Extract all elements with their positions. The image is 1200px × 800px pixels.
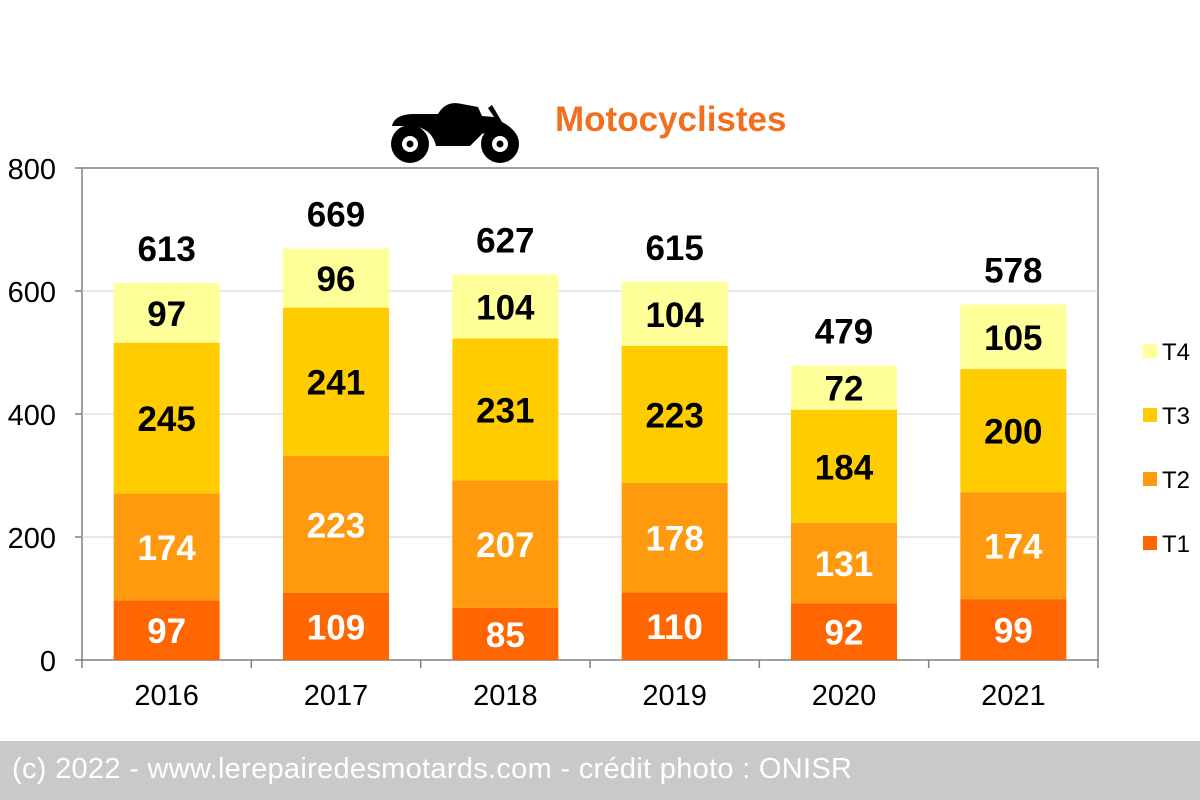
data-label: 231 [476,391,534,430]
y-tick-label: 800 [8,154,56,186]
bar-segment-t3 [283,307,389,456]
data-label: 207 [476,526,534,565]
bar-segment-t2 [960,492,1067,600]
x-tick-label: 2017 [304,680,369,712]
total-label: 627 [476,221,534,260]
data-label: 200 [984,413,1042,452]
x-tick-label: 2018 [473,680,538,712]
bar-segment-t1 [283,592,389,660]
bar-segment-t3 [621,345,728,483]
bar-segment-t2 [621,482,728,593]
bar-segment-t2 [791,522,897,604]
data-label: 223 [307,506,365,545]
data-label: 85 [486,616,525,655]
data-label: 174 [137,529,196,568]
data-label: 105 [984,319,1042,358]
data-label: 97 [147,612,186,651]
total-label: 479 [815,312,873,351]
total-label: 615 [645,229,703,268]
y-axis: 0 200 400 600 800 [8,154,82,678]
data-label: 110 [646,608,702,647]
legend-label: T2 [1162,467,1190,494]
bar-segment-t2 [283,455,389,593]
bar-segment-t2 [452,480,559,608]
y-tick-label: 400 [8,400,56,432]
bar-segment-t4 [283,248,389,308]
bar-segment-t1 [960,599,1067,660]
x-tick-label: 2021 [981,680,1046,712]
bar-segment-t4 [791,365,897,410]
total-label: 613 [137,230,195,269]
bar-segment-t4 [621,281,728,346]
data-label: 178 [645,520,703,559]
bar-segment-t3 [791,409,897,523]
y-tick-label: 0 [40,646,56,678]
footer-bar: (c) 2022 - www.lerepairedesmotards.com -… [0,741,1200,800]
x-tick-label: 2016 [134,680,199,712]
bar-segment-t4 [452,274,559,339]
total-label: 578 [984,252,1042,291]
bar-segment-t1 [791,603,897,660]
bar-segment-t2 [113,493,220,601]
bars [113,248,1067,660]
bar-segment-t4 [113,283,220,343]
copyright-text: (c) 2022 - www.lerepairedesmotards.com -… [12,753,853,785]
legend-swatch-t3 [1143,408,1157,422]
bar-segment-t1 [113,600,220,660]
legend-swatch-t4 [1143,344,1157,358]
data-label: 104 [476,288,535,327]
motorcycle-icon [388,98,528,168]
bar-segment-t1 [452,607,559,660]
bar-segment-t3 [452,338,559,481]
total-labels: 613 669 627 615 479 578 [137,196,1042,352]
data-label: 241 [307,364,365,403]
bar-segment-t4 [960,304,1067,370]
y-tick-label: 600 [8,277,56,309]
x-axis: 2016 2017 2018 2019 2020 2021 [81,660,1099,712]
data-label: 72 [825,370,864,409]
data-label: 184 [815,448,874,487]
data-label: 97 [147,295,186,334]
legend-label: T3 [1162,403,1190,430]
data-label: 96 [317,260,356,299]
legend-swatch-t2 [1143,472,1157,486]
data-label: 99 [994,612,1033,651]
x-tick-label: 2019 [642,680,707,712]
chart-title: Motocyclistes [555,100,787,139]
legend: T4 T3 T2 T1 [1143,339,1190,558]
data-label: 92 [825,614,864,653]
bar-segment-t3 [113,342,220,494]
bar-segment-t3 [960,369,1067,493]
data-label: 174 [984,528,1043,567]
data-label: 245 [137,400,195,439]
data-label: 223 [645,396,703,435]
legend-label: T4 [1162,339,1190,366]
gridlines [82,290,1098,538]
legend-label: T1 [1162,531,1190,558]
segment-labels: 97 174 245 97 109 223 241 96 85 207 231 104 110 178 22… [137,260,1043,655]
y-tick-label: 200 [8,523,56,555]
x-tick-label: 2020 [812,680,877,712]
total-label: 669 [307,196,365,235]
bar-segment-t1 [621,592,728,660]
data-label: 131 [815,545,873,584]
legend-swatch-t1 [1143,536,1157,550]
data-label: 109 [307,608,365,647]
data-label: 104 [645,296,704,335]
